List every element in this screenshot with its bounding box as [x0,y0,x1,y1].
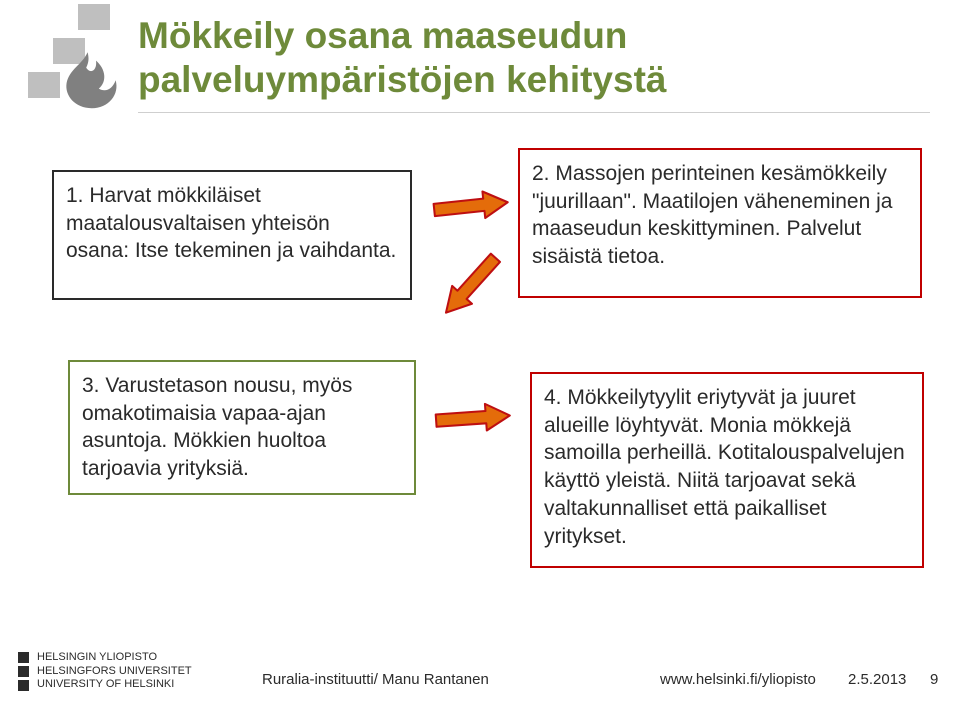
uni-logo-block-1 [18,652,29,663]
arrow-3-to-4 [433,397,515,438]
slide-title: Mökkeily osana maaseudun palveluympärist… [138,14,920,101]
box-3-text: 3. Varustetason nousu, myös omakotimaisi… [82,374,352,480]
footer-page-number: 9 [930,671,938,688]
uni-logo-block-3 [18,680,29,691]
university-logo-text: HELSINGIN YLIOPISTO HELSINGFORS UNIVERSI… [18,651,192,692]
title-divider [138,112,930,113]
box-1-text: 1. Harvat mökkiläiset maatalousvaltaisen… [66,184,396,262]
box-2-text: 2. Massojen perinteinen kesämökkeily "ju… [532,162,892,268]
footer-date: 2.5.2013 [848,671,906,688]
uni-sv-label: HELSINGFORS UNIVERSITET [37,665,192,679]
logo-step-1 [78,4,110,30]
uni-fi-label: HELSINGIN YLIOPISTO [37,651,157,665]
title-line-2: palveluympäristöjen kehitystä [138,58,920,102]
uni-name-en: UNIVERSITY OF HELSINKI [18,678,192,692]
arrow-1-to-2 [430,184,513,228]
box-1: 1. Harvat mökkiläiset maatalousvaltaisen… [52,170,412,300]
footer-url: www.helsinki.fi/yliopisto [660,671,816,688]
arrow-2-to-3 [430,244,510,328]
uni-name-sv: HELSINGFORS UNIVERSITET [18,665,192,679]
logo-steps [20,4,130,134]
box-4: 4. Mökkeilytyylit eriytyvät ja juuret al… [530,372,924,568]
box-2: 2. Massojen perinteinen kesämökkeily "ju… [518,148,922,298]
footer-author: Ruralia-instituutti/ Manu Rantanen [262,671,489,688]
box-3: 3. Varustetason nousu, myös omakotimaisi… [68,360,416,495]
slide: Mökkeily osana maaseudun palveluympärist… [0,0,960,714]
title-line-1: Mökkeily osana maaseudun [138,14,920,58]
uni-name-fi: HELSINGIN YLIOPISTO [18,651,192,665]
uni-en-label: UNIVERSITY OF HELSINKI [37,678,174,692]
box-4-text: 4. Mökkeilytyylit eriytyvät ja juuret al… [544,386,905,548]
flame-icon [54,48,124,118]
uni-logo-block-2 [18,666,29,677]
